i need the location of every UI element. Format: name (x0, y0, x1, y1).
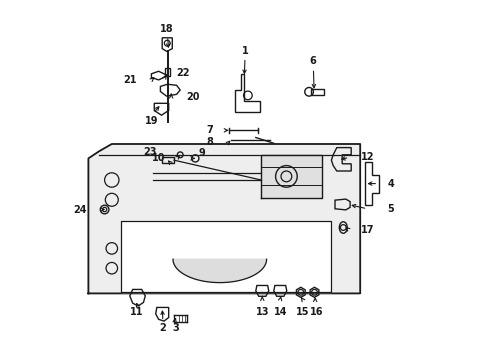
Text: 2: 2 (160, 323, 166, 333)
Text: 16: 16 (310, 307, 324, 317)
Text: 14: 14 (273, 307, 287, 317)
Text: 20: 20 (187, 92, 200, 102)
Text: 8: 8 (206, 137, 213, 147)
Text: 13: 13 (255, 307, 269, 317)
Text: 24: 24 (73, 204, 87, 215)
Text: 1: 1 (242, 46, 248, 56)
Text: 22: 22 (176, 68, 190, 78)
Polygon shape (88, 144, 360, 293)
Text: 18: 18 (160, 24, 173, 34)
Text: 10: 10 (152, 153, 166, 163)
Text: 12: 12 (361, 152, 374, 162)
Text: 6: 6 (309, 56, 316, 66)
Text: 21: 21 (123, 75, 137, 85)
Polygon shape (121, 221, 331, 292)
Text: 11: 11 (129, 307, 143, 317)
Text: 7: 7 (207, 125, 213, 135)
Text: 15: 15 (296, 307, 309, 317)
Polygon shape (261, 155, 322, 198)
Text: 5: 5 (387, 204, 394, 214)
Text: 23: 23 (143, 147, 157, 157)
Polygon shape (173, 259, 267, 283)
Text: 3: 3 (172, 323, 179, 333)
Text: 9: 9 (198, 148, 205, 158)
Text: 17: 17 (361, 225, 374, 235)
Text: 4: 4 (387, 179, 394, 189)
Text: 19: 19 (145, 116, 158, 126)
